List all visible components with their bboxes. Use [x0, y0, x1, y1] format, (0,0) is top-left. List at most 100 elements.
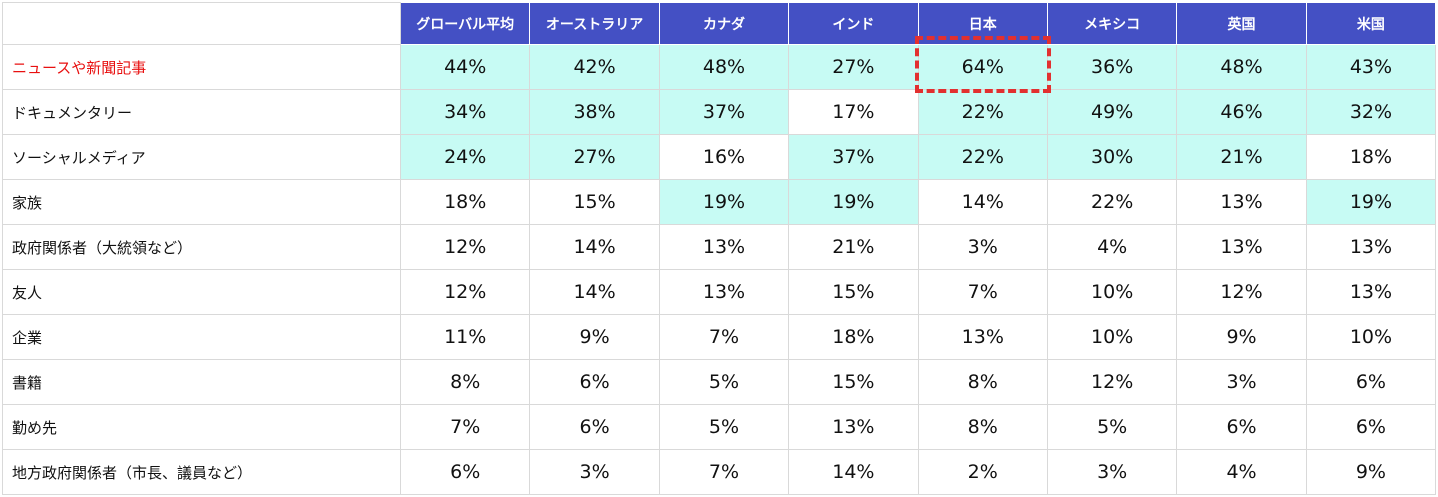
- value-cell: 2%: [917, 449, 1048, 495]
- value-cell: 18%: [788, 314, 919, 360]
- value-cell: 14%: [529, 269, 660, 315]
- value-cell: 7%: [658, 314, 790, 360]
- value-cell: 42%: [529, 44, 660, 90]
- row-label: 企業: [2, 314, 401, 360]
- value-cell: 9%: [529, 314, 660, 360]
- value-cell: 19%: [1305, 179, 1437, 225]
- value-cell: 19%: [788, 179, 919, 225]
- value-cell: 14%: [917, 179, 1048, 225]
- value-cell: 15%: [529, 179, 660, 225]
- column-header: メキシコ: [1046, 2, 1178, 45]
- value-cell: 9%: [1305, 449, 1437, 495]
- value-cell: 3%: [529, 449, 660, 495]
- value-cell: 48%: [658, 44, 790, 90]
- row-label: 地方政府関係者（市長、議員など）: [2, 449, 401, 495]
- value-cell: 4%: [1046, 224, 1178, 270]
- value-cell: 8%: [917, 359, 1048, 405]
- value-cell: 19%: [658, 179, 790, 225]
- row-label: 友人: [2, 269, 401, 315]
- value-cell: 18%: [1305, 134, 1437, 180]
- value-cell: 12%: [1046, 359, 1178, 405]
- column-header: 英国: [1176, 2, 1307, 45]
- value-cell: 9%: [1176, 314, 1307, 360]
- row-label: 書籍: [2, 359, 401, 405]
- value-cell: 13%: [658, 224, 790, 270]
- value-cell: 13%: [1305, 269, 1437, 315]
- value-cell: 18%: [399, 179, 531, 225]
- value-cell: 8%: [399, 359, 531, 405]
- value-cell: 7%: [399, 404, 531, 450]
- value-cell: 5%: [658, 404, 790, 450]
- value-cell: 13%: [1176, 224, 1307, 270]
- value-cell: 6%: [399, 449, 531, 495]
- table-row: 企業 11% 9% 7% 18% 13% 10% 9% 10%: [2, 314, 1437, 360]
- value-cell: 13%: [658, 269, 790, 315]
- value-cell: 6%: [1176, 404, 1307, 450]
- value-cell: 30%: [1046, 134, 1178, 180]
- column-header: グローバル平均: [399, 2, 531, 45]
- row-label: ドキュメンタリー: [2, 89, 401, 135]
- value-cell: 8%: [917, 404, 1048, 450]
- value-cell: 14%: [529, 224, 660, 270]
- table-row: 勤め先 7% 6% 5% 13% 8% 5% 6% 6%: [2, 404, 1437, 450]
- value-cell: 37%: [658, 89, 790, 135]
- value-cell: 49%: [1046, 89, 1178, 135]
- value-cell: 22%: [917, 89, 1048, 135]
- value-cell: 3%: [1046, 449, 1178, 495]
- value-cell: 13%: [917, 314, 1048, 360]
- value-cell: 6%: [529, 359, 660, 405]
- column-header: インド: [788, 2, 919, 45]
- table-row: 地方政府関係者（市長、議員など） 6% 3% 7% 14% 2% 3% 4% 9%: [2, 449, 1437, 495]
- value-cell: 12%: [1176, 269, 1307, 315]
- value-cell: 3%: [1176, 359, 1307, 405]
- value-cell: 32%: [1305, 89, 1437, 135]
- table-row: 政府関係者（大統領など） 12% 14% 13% 21% 3% 4% 13% 13%: [2, 224, 1437, 270]
- value-cell: 3%: [917, 224, 1048, 270]
- value-cell: 13%: [1305, 224, 1437, 270]
- value-cell: 10%: [1046, 269, 1178, 315]
- value-cell: 36%: [1046, 44, 1178, 90]
- value-cell: 11%: [399, 314, 531, 360]
- value-cell: 24%: [399, 134, 531, 180]
- value-cell: 43%: [1305, 44, 1437, 90]
- table-body: ニュースや新聞記事 44% 42% 48% 27% 64% 36% 48% 43% ドキュメンタリ…: [2, 36, 1437, 495]
- value-cell: 15%: [788, 359, 919, 405]
- table-row: ドキュメンタリー 34% 38% 37% 17% 22% 49% 46% 32%: [2, 89, 1437, 135]
- value-cell: 37%: [788, 134, 919, 180]
- value-cell: 16%: [658, 134, 790, 180]
- value-cell: 17%: [788, 89, 919, 135]
- row-label: 家族: [2, 179, 401, 225]
- value-cell: 46%: [1176, 89, 1307, 135]
- value-cell: 10%: [1046, 314, 1178, 360]
- row-label: 勤め先: [2, 404, 401, 450]
- column-header: カナダ: [658, 2, 790, 45]
- value-cell: 64%: [915, 36, 1052, 94]
- value-cell: 13%: [788, 404, 919, 450]
- column-header: オーストラリア: [529, 2, 660, 45]
- value-cell: 5%: [1046, 404, 1178, 450]
- value-cell: 38%: [529, 89, 660, 135]
- value-cell: 6%: [529, 404, 660, 450]
- value-cell: 48%: [1176, 44, 1307, 90]
- row-label: ソーシャルメディア: [2, 134, 401, 180]
- row-label: ニュースや新聞記事: [2, 44, 401, 90]
- table-row: 家族 18% 15% 19% 19% 14% 22% 13% 19%: [2, 179, 1437, 225]
- value-cell: 7%: [658, 449, 790, 495]
- value-cell: 22%: [917, 134, 1048, 180]
- value-cell: 14%: [788, 449, 919, 495]
- table-row: 友人 12% 14% 13% 15% 7% 10% 12% 13%: [2, 269, 1437, 315]
- value-cell: 12%: [399, 269, 531, 315]
- value-cell: 5%: [658, 359, 790, 405]
- value-cell: 7%: [917, 269, 1048, 315]
- header-row: グローバル平均 オーストラリア カナダ インド 日本 メキシコ 英国 米国: [2, 2, 1437, 45]
- row-label: 政府関係者（大統領など）: [2, 224, 401, 270]
- header-corner-cell: [2, 2, 401, 45]
- value-cell: 27%: [529, 134, 660, 180]
- value-cell: 34%: [399, 89, 531, 135]
- value-cell: 4%: [1176, 449, 1307, 495]
- column-header: 米国: [1305, 2, 1437, 45]
- value-cell: 6%: [1305, 359, 1437, 405]
- column-header: 日本: [917, 2, 1048, 45]
- table-row: 書籍 8% 6% 5% 15% 8% 12% 3% 6%: [2, 359, 1437, 405]
